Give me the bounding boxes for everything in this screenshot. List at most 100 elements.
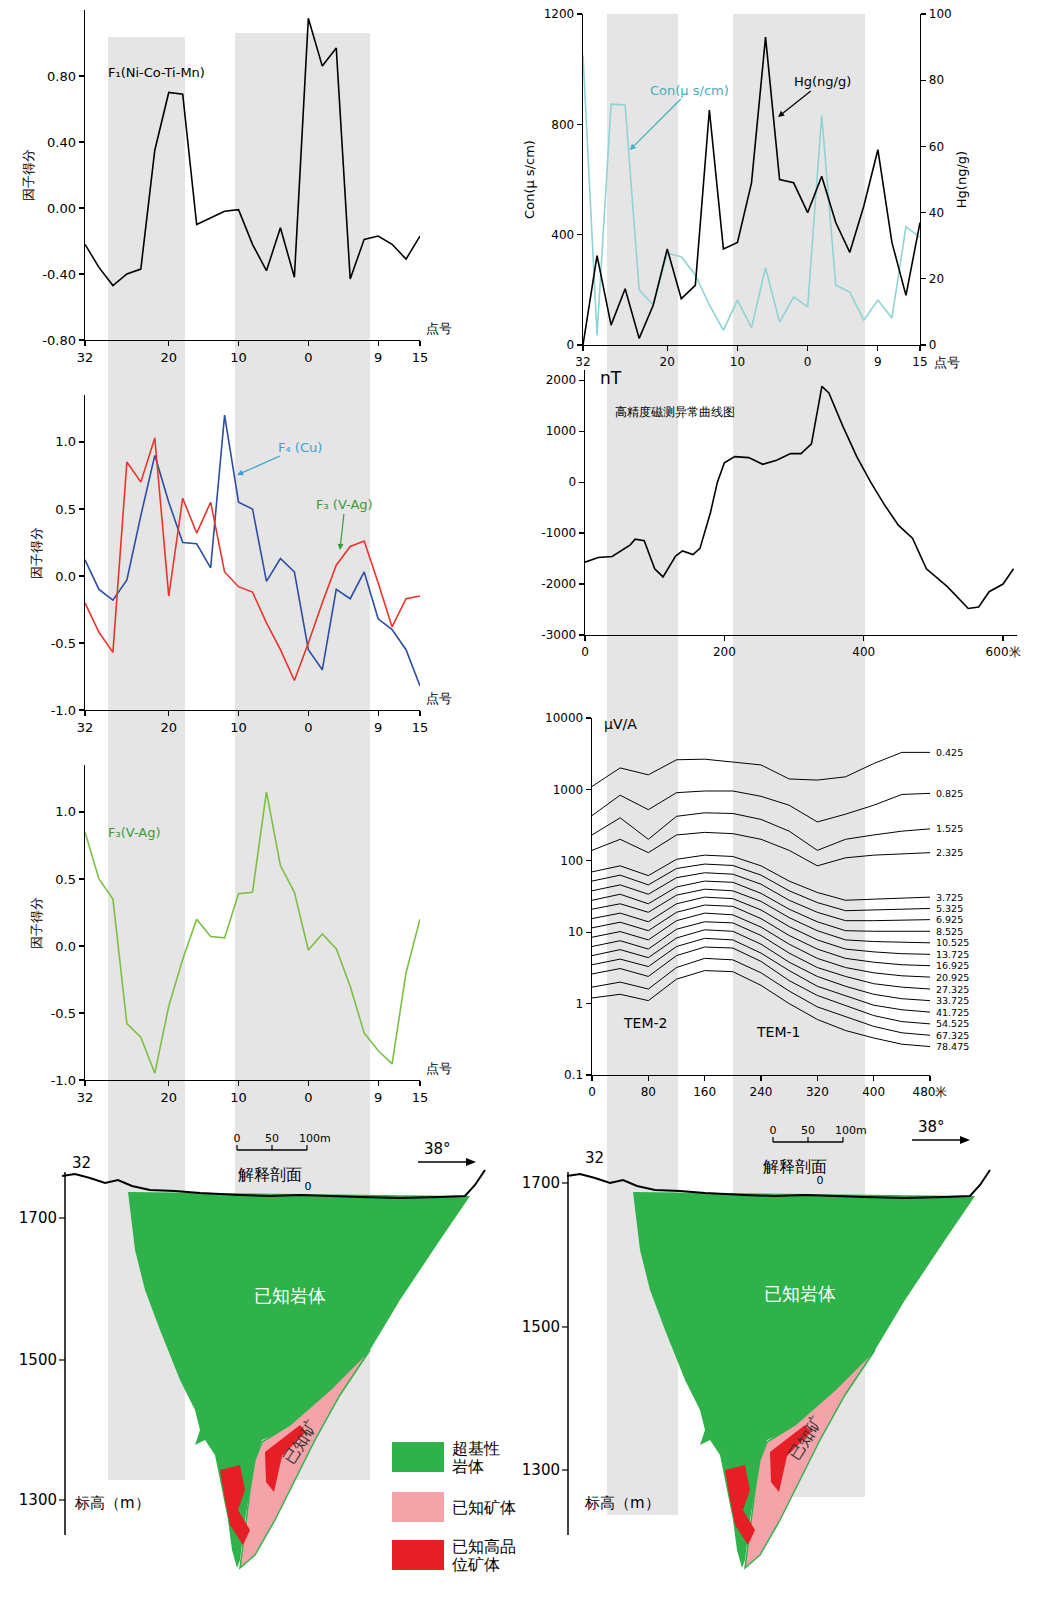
svg-text:1500: 1500 — [19, 1351, 57, 1369]
svg-text:38°: 38° — [918, 1118, 945, 1136]
svg-text:0.5: 0.5 — [55, 501, 76, 516]
svg-text:已知岩体: 已知岩体 — [254, 1285, 326, 1306]
svg-text:100m: 100m — [835, 1124, 867, 1137]
svg-text:80: 80 — [929, 73, 944, 87]
svg-text:15: 15 — [912, 355, 927, 369]
svg-text:0.5: 0.5 — [55, 871, 76, 886]
svg-text:10000: 10000 — [545, 711, 583, 725]
svg-text:标高（m）: 标高（m） — [584, 1494, 660, 1512]
svg-text:100m: 100m — [299, 1132, 331, 1145]
svg-text:32: 32 — [77, 720, 94, 735]
svg-text:0: 0 — [305, 1180, 312, 1193]
svg-text:0: 0 — [929, 338, 937, 352]
svg-text:Con(μ s/cm): Con(μ s/cm) — [650, 83, 729, 98]
svg-text:20: 20 — [160, 350, 177, 365]
svg-text:0: 0 — [234, 1132, 241, 1145]
svg-text:9: 9 — [374, 1090, 382, 1105]
svg-text:9: 9 — [374, 720, 382, 735]
svg-text:20: 20 — [660, 355, 675, 369]
svg-text:0.1: 0.1 — [564, 1068, 583, 1082]
svg-text:41.725: 41.725 — [936, 1007, 969, 1018]
svg-text:0.40: 0.40 — [47, 135, 76, 150]
svg-text:岩体: 岩体 — [452, 1457, 484, 1476]
svg-text:78.475: 78.475 — [936, 1041, 969, 1052]
svg-text:-3000: -3000 — [541, 628, 576, 642]
svg-text:0: 0 — [569, 475, 577, 489]
svg-text:33.725: 33.725 — [936, 995, 969, 1006]
svg-text:已知岩体: 已知岩体 — [764, 1283, 836, 1304]
svg-text:点号: 点号 — [426, 691, 452, 706]
svg-text:TEM-1: TEM-1 — [756, 1024, 800, 1040]
svg-text:480米: 480米 — [913, 1085, 948, 1099]
svg-text:54.525: 54.525 — [936, 1018, 969, 1029]
svg-text:15: 15 — [412, 720, 429, 735]
svg-text:400: 400 — [862, 1085, 885, 1099]
svg-text:13.725: 13.725 — [936, 949, 969, 960]
svg-text:20: 20 — [160, 1090, 177, 1105]
svg-text:16.925: 16.925 — [936, 960, 969, 971]
svg-text:Con(μ s/cm): Con(μ s/cm) — [522, 140, 537, 219]
svg-text:0.825: 0.825 — [936, 788, 963, 799]
svg-text:1700: 1700 — [19, 1209, 57, 1227]
svg-text:100: 100 — [560, 854, 583, 868]
svg-text:15: 15 — [412, 350, 429, 365]
svg-text:-1000: -1000 — [541, 526, 576, 540]
svg-text:F₄ (Cu): F₄ (Cu) — [278, 440, 322, 455]
svg-text:因子得分: 因子得分 — [21, 149, 36, 201]
svg-text:Hg(ng/g): Hg(ng/g) — [954, 151, 969, 208]
svg-text:高精度磁测异常曲线图: 高精度磁测异常曲线图 — [615, 405, 735, 419]
svg-text:点号: 点号 — [426, 1061, 452, 1076]
svg-text:10: 10 — [230, 1090, 247, 1105]
svg-text:20: 20 — [160, 720, 177, 735]
svg-text:1300: 1300 — [522, 1461, 560, 1479]
svg-text:200: 200 — [713, 645, 736, 659]
svg-text:1700: 1700 — [522, 1174, 560, 1192]
svg-text:27.325: 27.325 — [936, 984, 969, 995]
svg-text:400: 400 — [551, 228, 574, 242]
svg-text:400: 400 — [852, 645, 875, 659]
svg-text:1000: 1000 — [546, 424, 577, 438]
svg-text:800: 800 — [551, 118, 574, 132]
svg-text:0.0: 0.0 — [55, 939, 76, 954]
svg-text:2000: 2000 — [546, 373, 577, 387]
svg-text:32: 32 — [72, 1154, 91, 1172]
svg-text:50: 50 — [801, 1124, 815, 1137]
svg-text:-0.5: -0.5 — [51, 1006, 76, 1021]
svg-text:320: 320 — [806, 1085, 829, 1099]
svg-text:8.525: 8.525 — [936, 926, 963, 937]
svg-text:32: 32 — [575, 355, 590, 369]
svg-text:μV/A: μV/A — [604, 716, 637, 732]
svg-text:3.725: 3.725 — [936, 892, 963, 903]
svg-text:Hg(ng/g): Hg(ng/g) — [794, 74, 851, 89]
svg-text:1.0: 1.0 — [55, 804, 76, 819]
svg-text:1: 1 — [576, 997, 584, 1011]
svg-text:-1.0: -1.0 — [51, 703, 76, 718]
svg-text:1.525: 1.525 — [936, 823, 963, 834]
svg-text:0.80: 0.80 — [47, 69, 76, 84]
svg-text:20.925: 20.925 — [936, 972, 969, 983]
svg-text:0: 0 — [581, 645, 589, 659]
svg-text:32: 32 — [585, 1149, 604, 1167]
svg-text:1000: 1000 — [553, 783, 584, 797]
svg-text:38°: 38° — [424, 1140, 451, 1158]
svg-text:40: 40 — [929, 206, 944, 220]
svg-text:0.425: 0.425 — [936, 747, 963, 758]
svg-text:F₃(V-Ag): F₃(V-Ag) — [108, 825, 161, 840]
svg-text:1300: 1300 — [19, 1491, 57, 1509]
svg-text:位矿体: 位矿体 — [452, 1555, 500, 1574]
svg-text:点号: 点号 — [426, 321, 452, 336]
svg-text:因子得分: 因子得分 — [29, 897, 44, 949]
svg-text:0: 0 — [567, 338, 575, 352]
svg-text:-1.0: -1.0 — [51, 1073, 76, 1088]
svg-text:0: 0 — [804, 355, 812, 369]
svg-text:标高（m）: 标高（m） — [74, 1494, 150, 1512]
svg-text:50: 50 — [265, 1132, 279, 1145]
svg-text:1500: 1500 — [522, 1318, 560, 1336]
svg-text:-2000: -2000 — [541, 577, 576, 591]
svg-text:9: 9 — [874, 355, 882, 369]
svg-text:0: 0 — [304, 720, 312, 735]
svg-text:因子得分: 因子得分 — [29, 527, 44, 579]
svg-text:0.0: 0.0 — [55, 569, 76, 584]
svg-text:32: 32 — [77, 350, 94, 365]
svg-text:超基性: 超基性 — [452, 1439, 500, 1458]
